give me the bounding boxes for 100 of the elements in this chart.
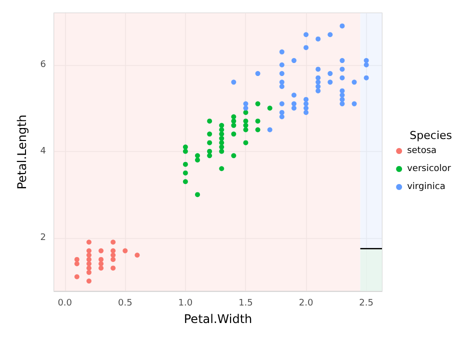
x-axis-title: Petal.Width	[184, 312, 252, 326]
point	[267, 106, 272, 111]
point	[304, 32, 309, 38]
point	[207, 132, 212, 137]
legend-title: Species	[410, 129, 452, 142]
point	[74, 274, 80, 280]
point	[243, 106, 248, 111]
point	[340, 58, 345, 64]
point	[328, 32, 333, 38]
point	[231, 118, 236, 124]
point	[279, 49, 284, 54]
point	[74, 261, 80, 266]
point	[86, 278, 92, 284]
point	[110, 248, 116, 254]
y-tick-label: 4	[40, 146, 46, 156]
point	[316, 36, 321, 42]
point	[279, 101, 284, 106]
point	[182, 179, 188, 184]
point	[231, 122, 236, 128]
point	[279, 110, 284, 115]
point	[316, 75, 321, 80]
point	[291, 101, 296, 106]
point	[110, 240, 116, 245]
point	[340, 88, 345, 94]
point	[74, 256, 80, 262]
point	[279, 62, 284, 68]
point	[219, 132, 224, 137]
point	[98, 248, 104, 254]
point	[352, 80, 357, 85]
point	[304, 106, 309, 111]
y-tick-label: 2	[40, 232, 46, 243]
point	[328, 80, 333, 85]
point	[207, 140, 212, 146]
y-axis-title: Petal.Length	[15, 114, 29, 190]
x-tick-label: 2.0	[298, 298, 314, 308]
point	[243, 118, 248, 124]
point	[231, 132, 236, 137]
point	[110, 252, 116, 258]
point	[316, 84, 321, 89]
point	[219, 148, 224, 154]
x-tick-label: 0.5	[118, 298, 132, 308]
point	[182, 144, 188, 150]
point	[340, 75, 345, 80]
point	[255, 118, 260, 124]
point	[255, 71, 260, 76]
point	[182, 170, 188, 176]
point	[255, 101, 260, 106]
point	[207, 153, 212, 158]
point	[86, 252, 92, 258]
point	[110, 256, 116, 262]
point	[243, 101, 248, 106]
point	[316, 80, 321, 85]
point	[291, 106, 296, 111]
point	[122, 248, 128, 254]
point	[98, 256, 104, 262]
point	[364, 75, 369, 80]
point	[364, 62, 369, 68]
point	[316, 88, 321, 94]
point	[231, 114, 236, 120]
point	[279, 80, 284, 85]
point	[86, 270, 92, 275]
x-tick-label: 2.5	[359, 298, 374, 308]
point	[195, 153, 200, 158]
legend-label: virginica	[407, 182, 446, 192]
point	[267, 127, 272, 132]
point	[219, 140, 224, 146]
point	[195, 158, 200, 162]
legend-label: versicolor	[407, 164, 452, 174]
point	[231, 80, 236, 85]
point	[316, 66, 321, 72]
point	[352, 101, 357, 106]
legend-label: setosa	[407, 146, 437, 156]
point	[231, 153, 236, 158]
point	[86, 266, 92, 271]
x-tick-label: 1.5	[238, 298, 253, 308]
point	[243, 140, 248, 146]
point	[304, 110, 309, 115]
point	[364, 58, 369, 64]
point	[340, 96, 345, 102]
point	[134, 252, 140, 258]
point	[304, 96, 309, 102]
point	[182, 148, 188, 154]
point	[219, 166, 224, 172]
point	[86, 256, 92, 262]
point	[86, 248, 92, 254]
point	[304, 45, 309, 50]
x-tick-label: 0.0	[58, 298, 72, 308]
point	[182, 162, 188, 167]
point	[279, 114, 284, 120]
point	[110, 266, 116, 271]
point	[255, 127, 260, 132]
point	[243, 122, 248, 128]
point	[86, 240, 92, 245]
point	[291, 92, 296, 98]
point	[98, 266, 104, 271]
point	[219, 122, 224, 128]
point	[279, 84, 284, 89]
point	[243, 110, 248, 115]
point	[207, 148, 212, 154]
point	[340, 66, 345, 72]
